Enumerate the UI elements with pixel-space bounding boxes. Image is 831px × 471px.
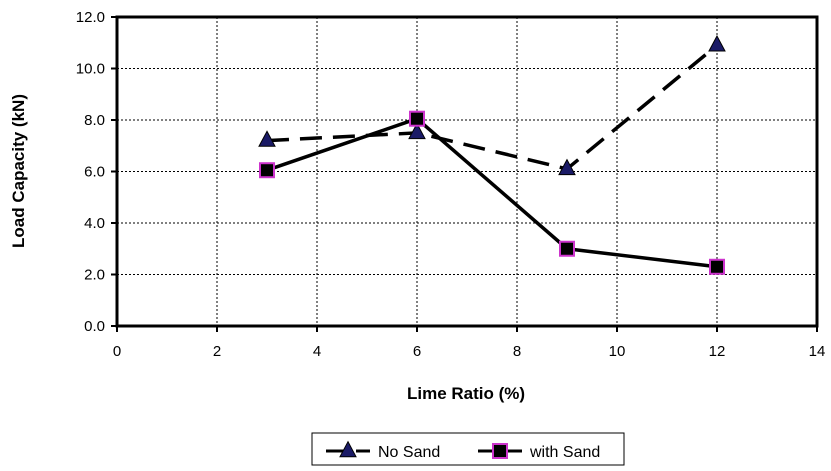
y-tick-label: 8.0 (84, 112, 105, 129)
x-axis-tick-labels: 0 2 4 6 8 10 12 14 (113, 326, 826, 360)
series-with-sand (259, 110, 725, 275)
x-axis-title: Lime Ratio (%) (407, 384, 525, 403)
y-axis-title: Load Capacity (kN) (9, 94, 28, 248)
y-tick-label: 10.0 (76, 61, 105, 78)
x-tick-label: 12 (709, 343, 726, 360)
legend-label-no-sand: No Sand (378, 444, 440, 461)
x-tick-label: 4 (313, 343, 321, 360)
data-point-with-sand (559, 240, 575, 257)
x-tick-label: 8 (513, 343, 521, 360)
y-tick-label: 4.0 (84, 215, 105, 232)
legend-item-no-sand: No Sand (326, 440, 440, 461)
legend: No Sand with Sand (311, 432, 625, 466)
legend-marker-no-sand (339, 440, 357, 458)
data-point-with-sand (409, 110, 425, 127)
x-tick-label: 14 (809, 343, 826, 360)
data-point-with-sand (709, 258, 725, 275)
series-line-with-sand (266, 116, 718, 269)
legend-marker-with-sand (492, 443, 508, 459)
series-line-no-sand (266, 43, 719, 171)
x-tick-label: 6 (413, 343, 421, 360)
data-point-no-sand (558, 158, 576, 176)
y-axis-tick-labels: 0.0 2.0 4.0 6.0 8.0 10.0 12.0 (76, 9, 117, 335)
series-no-sand (258, 34, 726, 176)
legend-label-with-sand: with Sand (529, 444, 600, 461)
series-group (258, 34, 726, 275)
y-tick-label: 0.0 (84, 318, 105, 335)
y-tick-label: 6.0 (84, 164, 105, 181)
x-tick-label: 0 (113, 343, 121, 360)
legend-box (311, 432, 625, 466)
legend-item-with-sand: with Sand (478, 443, 600, 461)
data-point-no-sand (258, 130, 276, 147)
data-point-no-sand (408, 122, 426, 140)
data-point-no-sand (708, 34, 726, 52)
x-tick-label: 10 (609, 343, 626, 360)
x-tick-label: 2 (213, 343, 221, 360)
y-tick-label: 2.0 (84, 267, 105, 284)
data-point-with-sand (259, 162, 275, 179)
y-tick-label: 12.0 (76, 9, 105, 26)
grid-lines (117, 17, 817, 326)
